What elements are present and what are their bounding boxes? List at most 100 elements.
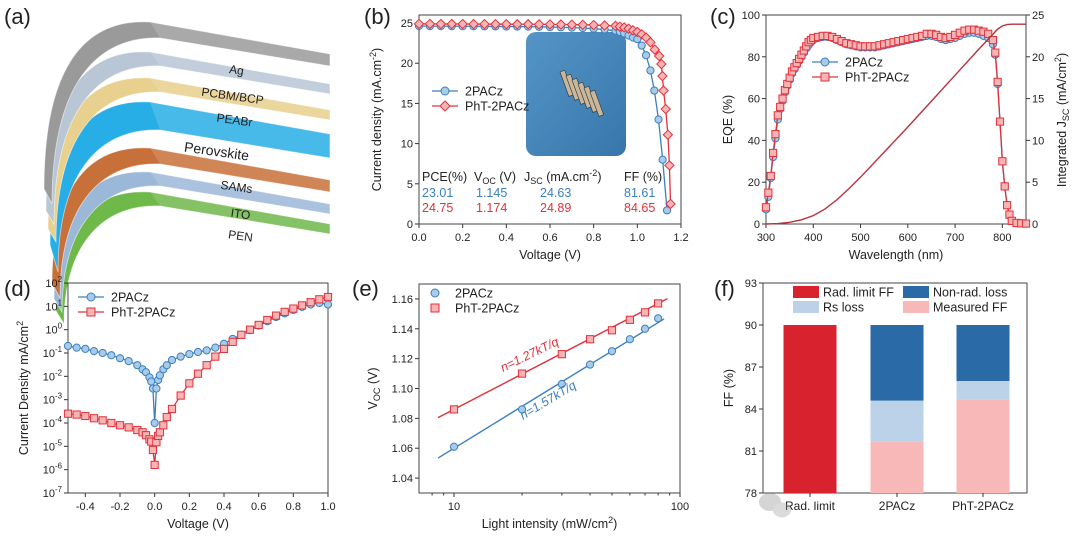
inset-photo-flexible-device [526, 32, 626, 156]
data-point [72, 343, 81, 352]
data-point [150, 460, 159, 470]
x-tick-label: -0.4 [76, 501, 95, 513]
data-point [522, 18, 534, 30]
layer-ag: Ag [43, 21, 331, 205]
data-point [211, 352, 220, 361]
data-point [640, 324, 650, 333]
x-tick-label: PhT-2PACz [952, 499, 1014, 513]
y-tick-label: 1.14 [392, 324, 413, 336]
y-tick-label: 1.08 [392, 413, 413, 425]
legend-marker [86, 292, 96, 302]
y-axis-label: Current density (mA.cm-2) [368, 48, 384, 191]
y-tick-label: 20 [748, 177, 760, 189]
panel-label-e: (e) [352, 276, 379, 301]
y-tick-label: 78 [745, 488, 757, 500]
y-tick-label: 93 [745, 278, 757, 290]
data-point [150, 418, 159, 428]
x-tick-label: 0.2 [455, 232, 470, 244]
data-point [585, 335, 595, 344]
bar-segment-rad-limit-ff [783, 325, 837, 493]
data-point [185, 379, 194, 388]
data-point [289, 304, 298, 313]
data-point [124, 356, 133, 366]
layer-highlight [150, 52, 330, 94]
x-tick-label: 0.4 [499, 232, 514, 244]
legend-item: Non-rad. loss [903, 286, 1007, 300]
y-tick-label: 5 [407, 179, 413, 191]
data-point [984, 29, 993, 38]
data-point [449, 442, 459, 451]
data-point [771, 130, 780, 139]
y-tick-label: 1.04 [392, 473, 413, 485]
series-2PACz [63, 298, 333, 428]
series-line [765, 32, 1027, 225]
data-point [653, 50, 665, 62]
data-point [1000, 182, 1009, 191]
data-point [315, 295, 324, 304]
plot-frame [418, 14, 682, 225]
legend-swatch [793, 286, 819, 298]
data-point [557, 350, 566, 359]
legend-item: PhT-2PACz [432, 100, 529, 114]
data-point [995, 117, 1005, 126]
data-point [89, 347, 99, 356]
y-tick-label: 90 [745, 320, 757, 332]
parameter-table: PCE(%) VOC (V) JSC (mA.cm-2) FF (%) 23.01 1.1… [422, 168, 662, 215]
y-tick-label: 100 [742, 10, 760, 22]
y-tick-label: 25 [401, 18, 413, 30]
table-cell: 84.65 [624, 201, 655, 215]
legend-label: Rad. limit FF [823, 286, 894, 300]
y2-tick-label: 25 [1032, 10, 1044, 22]
data-point [446, 18, 458, 30]
data-point [81, 411, 90, 421]
y-tick-label: 15 [401, 98, 413, 110]
table-cell: 1.145 [476, 186, 507, 200]
data-point [468, 18, 479, 30]
layer-label: PEABr [216, 111, 254, 130]
data-point [162, 361, 171, 370]
x-axis-label: Wavelength (nm) [849, 248, 944, 262]
layer-highlight [150, 192, 330, 234]
layer-highlight [150, 22, 330, 66]
y2-axis-label: Integrated JSC (mA/cm2) [1053, 53, 1071, 187]
legend-marker [440, 86, 450, 96]
fit-annotation: n=1.27kT/q [498, 335, 561, 375]
data-point [147, 377, 156, 386]
x-tick-label: 800 [993, 232, 1011, 244]
panel-label-a: (a) [4, 4, 31, 29]
panel-label-d: (d) [4, 276, 31, 301]
x-tick-label: 600 [899, 232, 917, 244]
data-point [656, 58, 667, 70]
layer-ito: ITO [53, 171, 331, 314]
y-tick-label: 1.10 [392, 384, 413, 396]
y2-tick-label: 5 [1032, 177, 1038, 189]
panel-d-dark-jv: -0.4 -0.2 0.0 0.2 0.4 0.6 0.8 1.0 10-7 10-6 10-5 10… [15, 275, 336, 531]
data-point [511, 18, 523, 30]
y-tick-label: 1.16 [392, 294, 413, 306]
data-point [245, 325, 255, 334]
data-point [637, 41, 646, 50]
y-axis-label: VOC (V) [366, 368, 382, 410]
x-tick-label: 300 [757, 232, 775, 244]
data-point [653, 299, 663, 308]
data-point [323, 300, 333, 309]
y-tick-label: 10-6 [43, 462, 63, 477]
layer-highlight [150, 102, 330, 158]
data-point [768, 148, 778, 158]
legend-label: 2PACz [845, 56, 883, 70]
data-point [776, 102, 785, 112]
wechat-icon [773, 502, 791, 518]
x-tick-label: 0.6 [542, 232, 557, 244]
data-point [599, 20, 610, 31]
bar-segment-rs-loss [870, 400, 924, 442]
data-point [658, 155, 667, 164]
bar-segment-non-rad-loss [956, 325, 1010, 381]
data-point [63, 341, 73, 351]
y-axis-label: FF (%) [722, 369, 736, 407]
legend-swatch [903, 301, 929, 313]
data-point [991, 48, 1000, 57]
x-tick-label: 10 [448, 501, 460, 513]
data-point [211, 343, 220, 352]
data-point [660, 103, 672, 115]
